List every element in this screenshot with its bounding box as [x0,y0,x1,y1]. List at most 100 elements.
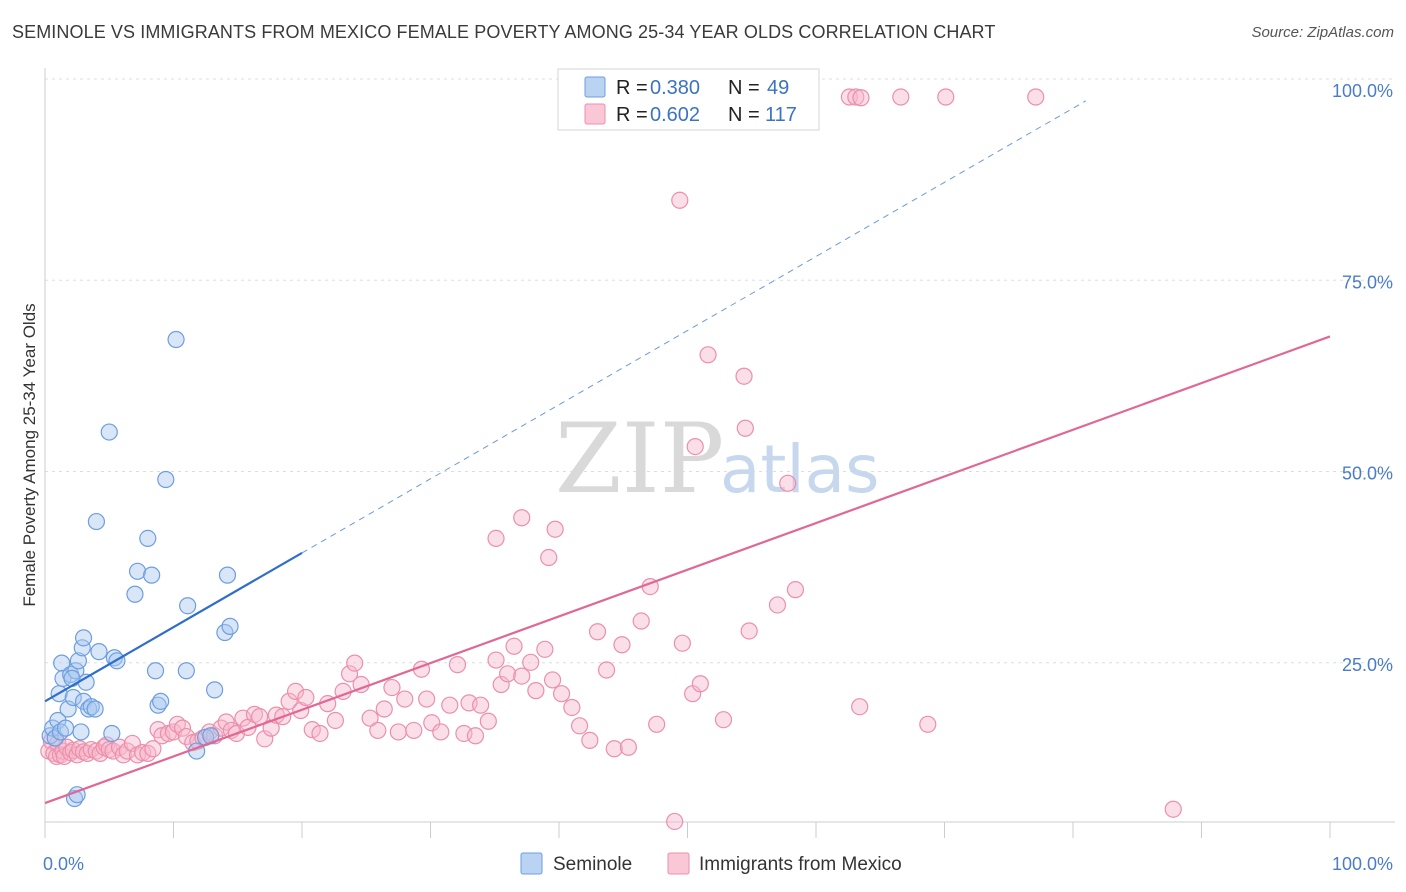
point-mexico [492,675,510,694]
watermark-zip: ZIP [555,403,724,515]
point-mexico [768,596,787,614]
legend-r-label: R = [616,104,648,126]
point-mexico [714,711,733,729]
point-mexico [466,727,485,745]
point-seminole [128,562,147,580]
point-mexico [691,675,709,693]
point-seminole [157,470,175,489]
point-mexico [648,715,666,733]
legend-r-value: 0.602 [650,104,700,126]
point-mexico [735,367,753,385]
legend-r-value: 0.380 [650,77,700,99]
tick-labels: 25.0% 50.0% 75.0% 100.0% 0.0% 100.0% [43,81,1393,874]
point-mexico [340,665,359,683]
point-mexico [256,730,274,748]
point-mexico [389,723,407,741]
point-seminole [100,423,118,441]
point-mexico [297,688,315,707]
point-seminole [87,512,106,531]
point-mexico [513,509,531,527]
y-tick-label: 100.0% [1332,81,1393,101]
point-mexico [361,709,379,727]
point-seminole [63,669,81,688]
point-mexico [311,724,329,743]
point-mexico [619,738,637,756]
point-mexico [346,654,364,672]
point-mexico [851,698,869,716]
point-mexico [441,696,459,714]
point-mexico [499,665,517,683]
point-mexico [686,438,704,456]
point-mexico [423,714,441,732]
point-seminole [218,566,237,584]
point-mexico [581,731,599,749]
point-mexico [217,713,235,731]
trend-line-seminole [44,551,303,703]
point-mexico [1164,800,1182,818]
point-mexico [418,690,436,708]
point-mexico [597,661,616,679]
point-mexico [552,685,571,703]
point-seminole [86,700,104,718]
point-seminole [179,597,197,615]
point-mexico [736,419,754,437]
point-seminole [103,724,121,743]
point-seminole [69,652,88,670]
point-mexico [487,529,505,548]
point-mexico [570,717,589,735]
point-mexico [563,698,581,717]
point-mexico [522,653,540,671]
point-seminole [90,643,108,661]
legend-n-label: N = [728,77,760,99]
trend-line-mexico [44,335,1331,805]
point-mexico [588,623,607,641]
data-points [40,88,1182,831]
point-mexico [546,520,564,538]
legend-swatch-mexico [584,103,606,125]
point-mexico [139,744,157,762]
point-mexico [303,721,321,739]
point-mexico [540,548,558,567]
trend-lines [44,100,1331,805]
point-mexico [847,88,865,106]
point-seminole [64,688,82,707]
point-mexico [326,711,345,730]
point-seminole [206,681,224,699]
point-mexico [396,690,414,708]
chart-title: SEMINOLE VS IMMIGRANTS FROM MEXICO FEMAL… [12,22,996,42]
point-mexico [740,622,758,640]
point-seminole [72,723,90,741]
point-mexico [937,88,955,106]
point-mexico [448,656,467,674]
bottom-legend-label-seminole: Seminole [553,854,632,875]
point-mexico [383,678,401,697]
point-mexico [536,640,554,658]
grid [45,78,1395,664]
point-mexico [671,191,689,209]
point-mexico [144,740,162,758]
point-seminole [126,585,144,603]
bottom-legend-swatch-seminole [520,852,543,875]
y-axis-label: Female Poverty Among 25-34 Year Olds [20,303,39,606]
legend-n-label: N = [728,104,760,126]
axes [44,68,1395,838]
source-label: Source: ZipAtlas.com [1251,24,1394,41]
point-seminole [221,617,239,635]
point-mexico [505,637,523,655]
point-mexico [919,715,937,733]
point-mexico [605,740,623,758]
point-seminole [167,330,185,349]
y-tick-label: 75.0% [1342,272,1393,292]
point-mexico [786,581,805,599]
point-mexico [527,682,545,700]
point-seminole [80,700,98,718]
point-mexico [472,696,490,714]
point-mexico [673,634,691,652]
point-mexico [375,700,393,718]
point-mexico [280,692,298,710]
point-mexico [513,667,531,685]
point-seminole [177,662,195,680]
point-mexico [479,712,497,730]
point-seminole [152,692,170,710]
